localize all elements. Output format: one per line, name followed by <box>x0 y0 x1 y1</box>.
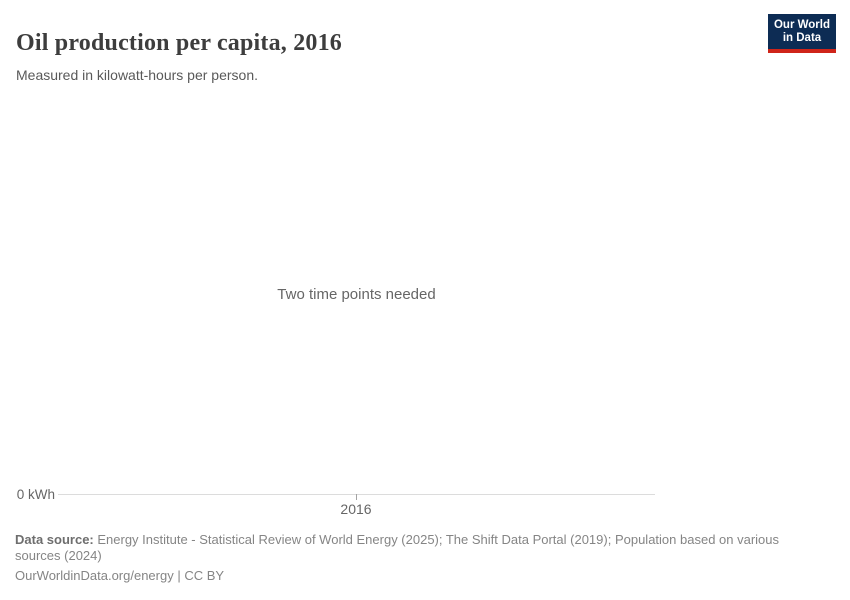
owid-url-link[interactable]: OurWorldinData.org/energy <box>15 568 174 583</box>
data-source-text: Energy Institute - Statistical Review of… <box>15 532 780 563</box>
owid-logo[interactable]: Our World in Data <box>768 14 836 54</box>
page-subtitle: Measured in kilowatt-hours per person. <box>16 67 259 83</box>
empty-state-message: Two time points needed <box>277 286 436 303</box>
x-axis-tick-mark <box>356 494 357 500</box>
y-axis-zero-label: 0 kWh <box>16 487 55 502</box>
owid-logo-line2: in Data <box>782 32 822 45</box>
citation-separator: | <box>173 568 185 583</box>
owid-logo-line1: Our World <box>773 19 830 31</box>
cc-by-license-link[interactable]: CC BY <box>184 568 225 583</box>
page-title: Oil production per capita, 2016 <box>16 30 343 57</box>
x-axis-tick-label: 2016 <box>340 501 372 517</box>
data-source-line: Data source: Energy Institute - Statisti… <box>15 532 813 563</box>
chart-footer: Data source: Energy Institute - Statisti… <box>15 532 813 584</box>
citation-line: OurWorldinData.org/energy | CC BY <box>15 568 813 584</box>
data-source-label: Data source: <box>15 532 94 547</box>
